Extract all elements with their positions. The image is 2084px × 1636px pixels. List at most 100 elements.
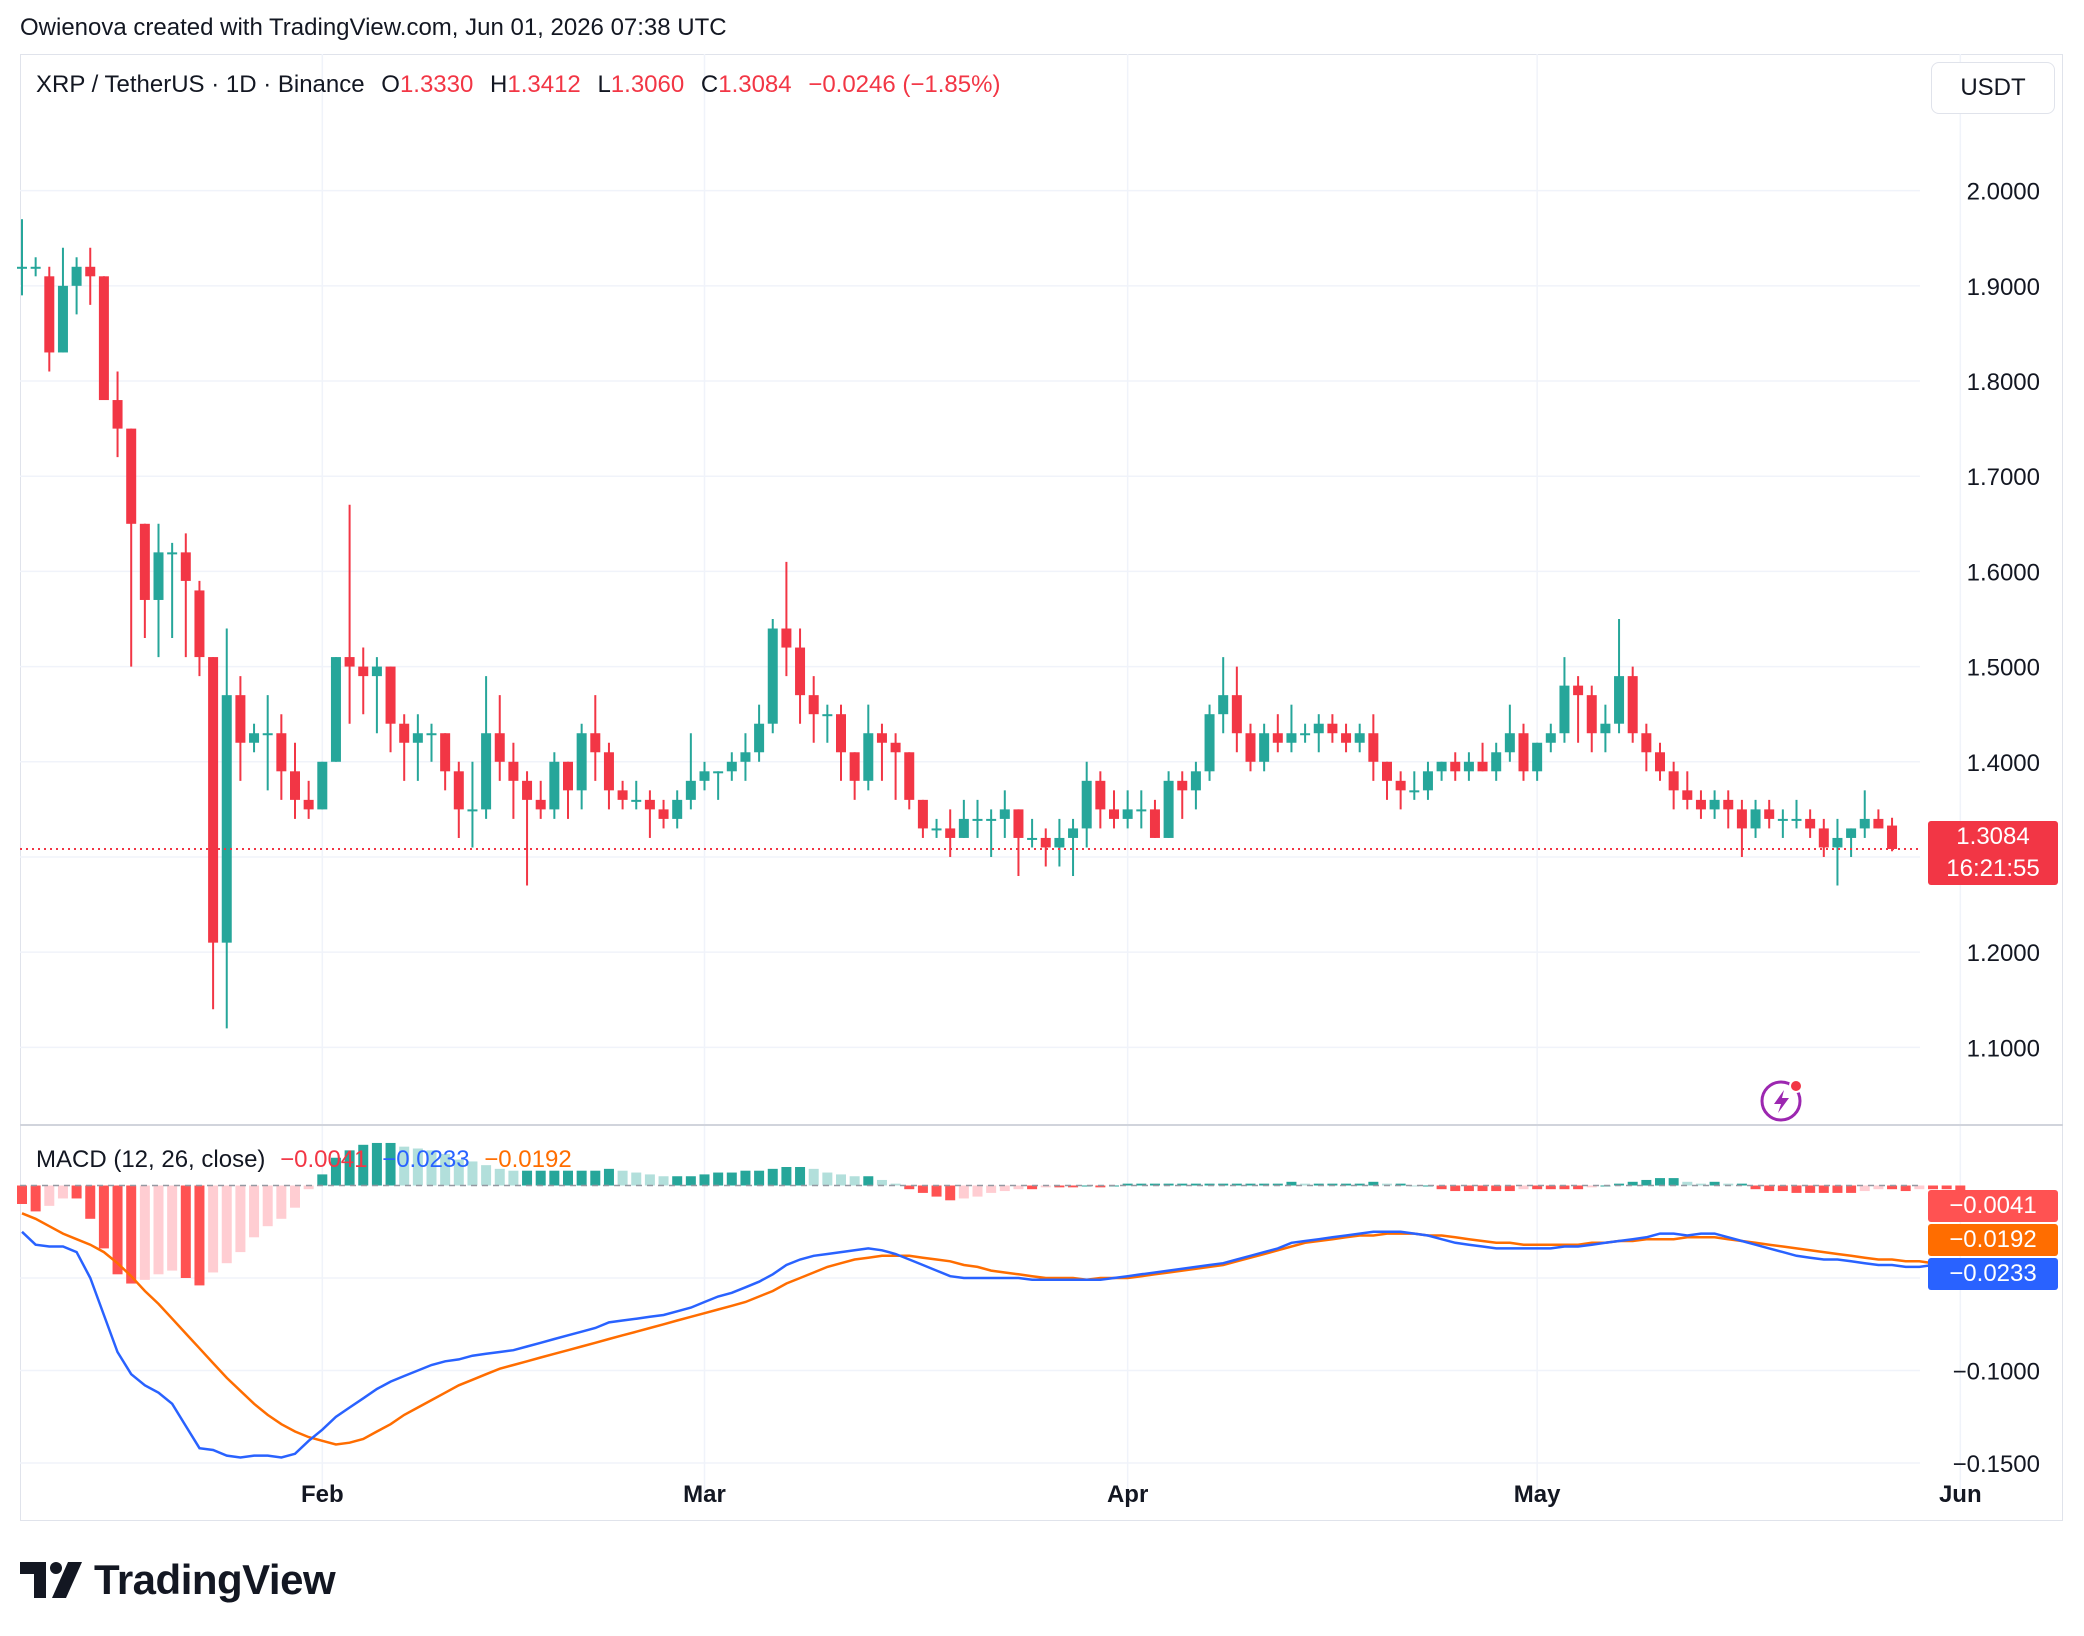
macd-histogram-bar: [1682, 1181, 1693, 1186]
candle-body: [590, 733, 601, 753]
candle-body: [1341, 733, 1352, 743]
macd-histogram-bar: [617, 1170, 628, 1186]
candle-body: [1382, 761, 1392, 781]
lightning-icon[interactable]: [1760, 1079, 1803, 1122]
candle-body: [904, 752, 915, 800]
x-tick-label: May: [1514, 1481, 1561, 1508]
price-tick-label: 1.1000: [1967, 1035, 2040, 1062]
candle-body: [999, 809, 1010, 819]
macd-histogram-bar: [917, 1185, 928, 1193]
chart-frame: [20, 54, 2063, 1521]
currency-button[interactable]: USDT: [1931, 62, 2055, 114]
macd-histogram-bar: [426, 1150, 437, 1186]
candle-body: [412, 733, 423, 743]
price-tick-label: 1.2000: [1967, 940, 2040, 967]
macd-histogram-bar: [603, 1168, 614, 1186]
candle-body: [549, 761, 560, 810]
candle-body: [1395, 780, 1406, 791]
macd-histogram-bar: [1422, 1185, 1433, 1187]
macd-histogram-bar: [1450, 1185, 1461, 1192]
macd-histogram-bar: [1300, 1183, 1311, 1186]
candle-body: [822, 714, 833, 717]
candle-body: [767, 628, 778, 724]
macd-line: [21, 1230, 1947, 1459]
candle-body: [1887, 825, 1898, 849]
candle-body: [1204, 714, 1215, 772]
symbol-name: XRP / TetherUS · 1D · Binance: [36, 71, 365, 98]
candle-body: [1709, 799, 1720, 810]
macd-histogram: [17, 1142, 1966, 1286]
ohlc-l-value: 1.3060: [610, 71, 685, 98]
macd-histogram-bar: [1122, 1183, 1133, 1186]
candle-body: [1545, 733, 1556, 743]
candle-body: [385, 666, 396, 724]
macd-histogram-bar: [1873, 1185, 1884, 1190]
macd-histogram-bar: [139, 1185, 150, 1280]
macd-line-tag: −0.0233: [1928, 1258, 2058, 1290]
candle-body: [1559, 685, 1570, 734]
macd-histogram-bar: [890, 1183, 901, 1186]
macd-line-value: −0.0233: [382, 1146, 470, 1173]
candle-body: [1040, 837, 1051, 848]
macd-histogram-bar: [1027, 1185, 1038, 1190]
macd-histogram-bar: [1463, 1185, 1474, 1192]
macd-histogram-bar: [508, 1170, 519, 1186]
macd-histogram-bar: [1559, 1185, 1570, 1190]
ohlc-o-value: 1.3330: [399, 71, 474, 98]
candle-body: [317, 761, 328, 810]
ohlc-o-label: O: [381, 71, 400, 98]
macd-histogram-bar: [1668, 1178, 1679, 1186]
macd-histogram-bar: [330, 1157, 341, 1186]
candle-body: [1859, 818, 1870, 829]
candle-body: [1668, 771, 1679, 791]
candle-body: [1736, 809, 1747, 829]
candle-body: [740, 752, 751, 762]
macd-histogram-bar: [795, 1167, 806, 1186]
candle-body: [1764, 809, 1775, 819]
macd-histogram-bar: [1614, 1183, 1625, 1186]
x-tick-label: Mar: [683, 1481, 726, 1508]
candle-body: [1095, 780, 1106, 810]
candle-body: [713, 771, 724, 774]
macd-histogram-bar: [1040, 1185, 1051, 1188]
macd-histogram-bar: [1818, 1185, 1829, 1193]
chart-caption: Owienova created with TradingView.com, J…: [20, 14, 727, 41]
candle-body: [658, 809, 669, 819]
macd-histogram-bar: [1477, 1185, 1488, 1192]
tradingview-logo[interactable]: TradingView: [20, 1556, 336, 1604]
candle-body: [344, 657, 355, 667]
macd-histogram-bar: [1655, 1178, 1665, 1186]
candle-body: [1695, 799, 1706, 810]
candle-body: [617, 790, 628, 800]
symbol-legend[interactable]: XRP / TetherUS · 1D · Binance O1.3330 H 1…: [36, 71, 1000, 99]
macd-histogram-bar: [1900, 1185, 1911, 1192]
candle-body: [795, 647, 806, 696]
candle-body: [71, 266, 82, 286]
macd-histogram-bar: [317, 1174, 328, 1186]
macd-histogram-bar: [1641, 1179, 1652, 1186]
macd-histogram-bar: [112, 1185, 123, 1275]
macd-histogram-bar: [590, 1170, 601, 1186]
macd-histogram-bar: [30, 1185, 41, 1212]
macd-histogram-bar: [1709, 1181, 1720, 1186]
ohlc-h-label: H: [490, 71, 508, 98]
macd-histogram-bar: [945, 1185, 956, 1201]
macd-histogram-bar: [740, 1170, 751, 1186]
candle-body: [1518, 733, 1529, 772]
candle-body: [139, 523, 150, 600]
candle-body: [972, 818, 983, 821]
candle-body: [1818, 828, 1829, 848]
candle-body: [1190, 771, 1201, 791]
candle-body: [153, 552, 164, 600]
candle-body: [167, 552, 178, 555]
candle-body: [603, 752, 614, 791]
candle-body: [1532, 742, 1543, 772]
macd-histogram-bar: [1791, 1185, 1802, 1193]
macd-histogram-bar: [685, 1176, 696, 1186]
macd-histogram-bar: [1846, 1185, 1857, 1193]
macd-legend[interactable]: MACD (12, 26, close) −0.0041 −0.0233 −0.…: [36, 1146, 572, 1174]
candle-body: [1477, 761, 1488, 772]
candle-body: [85, 266, 96, 277]
macd-histogram-bar: [1368, 1181, 1379, 1186]
